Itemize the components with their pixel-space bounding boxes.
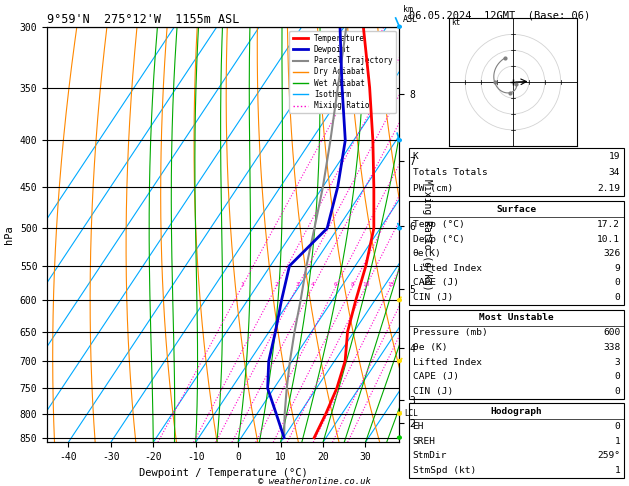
Text: 1: 1 <box>240 282 244 287</box>
Legend: Temperature, Dewpoint, Parcel Trajectory, Dry Adiabat, Wet Adiabat, Isotherm, Mi: Temperature, Dewpoint, Parcel Trajectory… <box>289 31 396 113</box>
Text: Pressure (mb): Pressure (mb) <box>413 329 487 337</box>
Text: 6: 6 <box>334 282 338 287</box>
Text: Totals Totals: Totals Totals <box>413 168 487 177</box>
Text: 3: 3 <box>296 282 299 287</box>
Text: 338: 338 <box>603 343 620 352</box>
Text: θe (K): θe (K) <box>413 343 447 352</box>
Text: 1: 1 <box>615 437 620 446</box>
Text: 2.19: 2.19 <box>597 184 620 193</box>
Text: StmSpd (kt): StmSpd (kt) <box>413 466 476 475</box>
Text: kt: kt <box>451 18 460 27</box>
Text: LCL: LCL <box>404 409 418 418</box>
Text: CIN (J): CIN (J) <box>413 387 453 396</box>
Text: θe(K): θe(K) <box>413 249 442 258</box>
Text: 9°59'N  275°12'W  1155m ASL: 9°59'N 275°12'W 1155m ASL <box>47 13 240 26</box>
Text: 8: 8 <box>350 282 354 287</box>
Text: 0: 0 <box>615 293 620 302</box>
Text: CIN (J): CIN (J) <box>413 293 453 302</box>
Text: Dewp (°C): Dewp (°C) <box>413 235 464 243</box>
Text: 34: 34 <box>609 168 620 177</box>
Text: 1: 1 <box>615 466 620 475</box>
Text: Lifted Index: Lifted Index <box>413 358 482 366</box>
Text: 0: 0 <box>615 387 620 396</box>
Text: 0: 0 <box>615 278 620 287</box>
Text: K: K <box>413 152 418 161</box>
Text: 3: 3 <box>615 358 620 366</box>
Text: 259°: 259° <box>597 451 620 460</box>
Text: 19: 19 <box>609 152 620 161</box>
Text: CAPE (J): CAPE (J) <box>413 278 459 287</box>
Text: © weatheronline.co.uk: © weatheronline.co.uk <box>258 477 371 486</box>
Text: Lifted Index: Lifted Index <box>413 264 482 273</box>
Text: EH: EH <box>413 422 424 431</box>
Text: 10: 10 <box>362 282 369 287</box>
Text: 06.05.2024  12GMT  (Base: 06): 06.05.2024 12GMT (Base: 06) <box>409 11 590 21</box>
Text: CAPE (J): CAPE (J) <box>413 372 459 381</box>
Text: 2: 2 <box>274 282 278 287</box>
Y-axis label: Mixing Ratio (g/kg): Mixing Ratio (g/kg) <box>421 179 431 290</box>
Text: 326: 326 <box>603 249 620 258</box>
Text: km
ASL: km ASL <box>403 5 418 24</box>
Text: 4: 4 <box>311 282 314 287</box>
Text: PW (cm): PW (cm) <box>413 184 453 193</box>
Text: StmDir: StmDir <box>413 451 447 460</box>
Text: Most Unstable: Most Unstable <box>479 313 554 322</box>
X-axis label: Dewpoint / Temperature (°C): Dewpoint / Temperature (°C) <box>139 468 308 478</box>
Text: 10.1: 10.1 <box>597 235 620 243</box>
Text: SREH: SREH <box>413 437 436 446</box>
Text: 600: 600 <box>603 329 620 337</box>
Text: 17.2: 17.2 <box>597 220 620 229</box>
Text: Hodograph: Hodograph <box>491 407 542 416</box>
Y-axis label: hPa: hPa <box>4 225 14 244</box>
Text: 0: 0 <box>615 372 620 381</box>
Text: 0: 0 <box>615 422 620 431</box>
Text: 9: 9 <box>615 264 620 273</box>
Text: Temp (°C): Temp (°C) <box>413 220 464 229</box>
Text: Surface: Surface <box>496 205 537 214</box>
Text: 15: 15 <box>387 282 394 287</box>
